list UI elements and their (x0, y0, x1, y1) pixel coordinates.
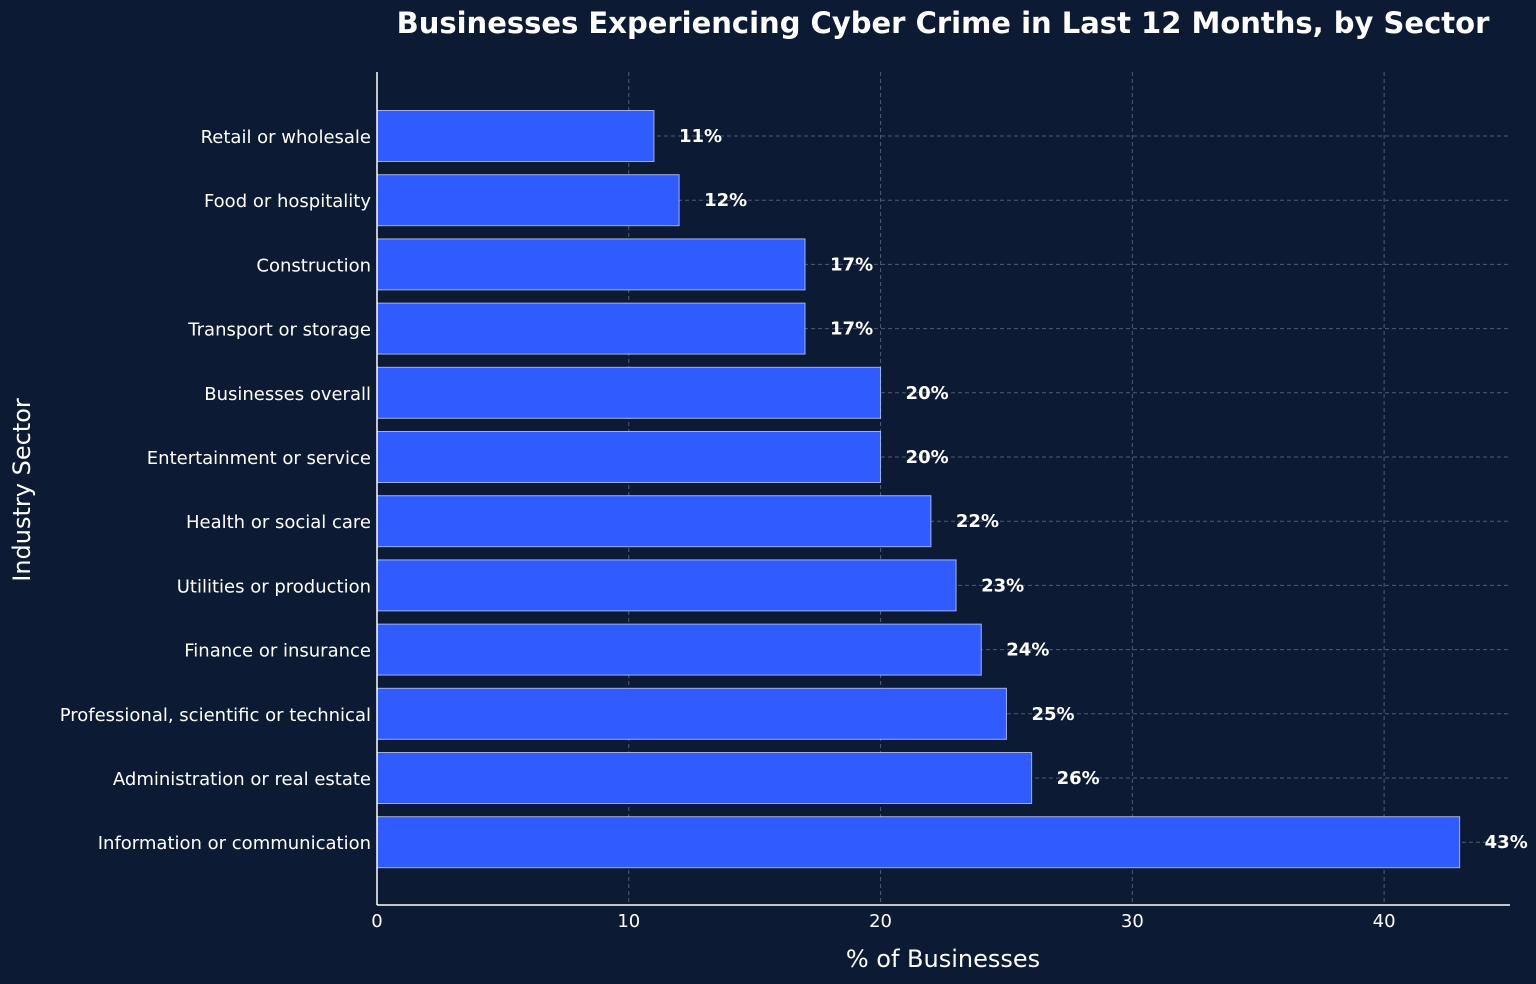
data-label: 17% (830, 319, 873, 340)
data-label: 24% (1006, 640, 1049, 661)
y-axis-label: Industry Sector (8, 398, 36, 582)
x-tick-label: 20 (869, 911, 892, 932)
category-label: Health or social care (186, 512, 371, 533)
bar (376, 238, 806, 291)
bars (376, 110, 1461, 869)
category-label: Entertainment or service (147, 448, 371, 469)
bar (376, 623, 982, 676)
x-tick-label: 30 (1121, 911, 1144, 932)
bar (376, 431, 882, 483)
category-label: Utilities or production (177, 576, 371, 597)
category-label: Administration or real estate (113, 769, 371, 790)
x-axis-label: % of Businesses (846, 945, 1040, 973)
data-label: 20% (906, 447, 949, 468)
category-label: Transport or storage (187, 320, 371, 341)
x-tick-labels: 0 10 20 30 40 (371, 911, 1395, 932)
category-label: Food or hospitality (204, 191, 371, 212)
bar (376, 816, 1461, 869)
data-label: 25% (1031, 704, 1074, 725)
category-label: Professional, scientific or technical (60, 705, 371, 726)
data-label: 26% (1057, 768, 1100, 789)
data-label: 12% (704, 190, 747, 211)
data-labels: 11% 12% 17% 17% 20% 20% 22% 23% 24% 25% 26% 43% (679, 126, 1528, 853)
bar (376, 302, 806, 355)
category-label: Businesses overall (204, 384, 371, 405)
x-tick-label: 0 (371, 911, 382, 932)
data-label: 17% (830, 254, 873, 275)
bar (376, 174, 680, 227)
category-label: Retail or wholesale (201, 127, 371, 148)
axes (376, 72, 1510, 906)
data-label: 43% (1485, 832, 1528, 853)
x-tick-label: 10 (617, 911, 640, 932)
data-label: 11% (679, 126, 722, 147)
bar (376, 752, 1033, 804)
bar (376, 559, 957, 612)
bar (376, 110, 655, 162)
category-labels: Retail or wholesale Food or hospitality Co… (60, 127, 372, 854)
bar (376, 687, 1007, 740)
chart-title: Businesses Experiencing Cyber Crime in L… (397, 6, 1490, 40)
data-label: 20% (906, 383, 949, 404)
x-tick-label: 40 (1373, 911, 1396, 932)
bar (376, 495, 932, 548)
category-label: Finance or insurance (184, 641, 371, 662)
data-label: 22% (956, 511, 999, 532)
category-label: Information or communication (98, 833, 371, 854)
bar (376, 366, 882, 419)
data-label: 23% (981, 575, 1024, 596)
category-label: Construction (256, 255, 371, 276)
